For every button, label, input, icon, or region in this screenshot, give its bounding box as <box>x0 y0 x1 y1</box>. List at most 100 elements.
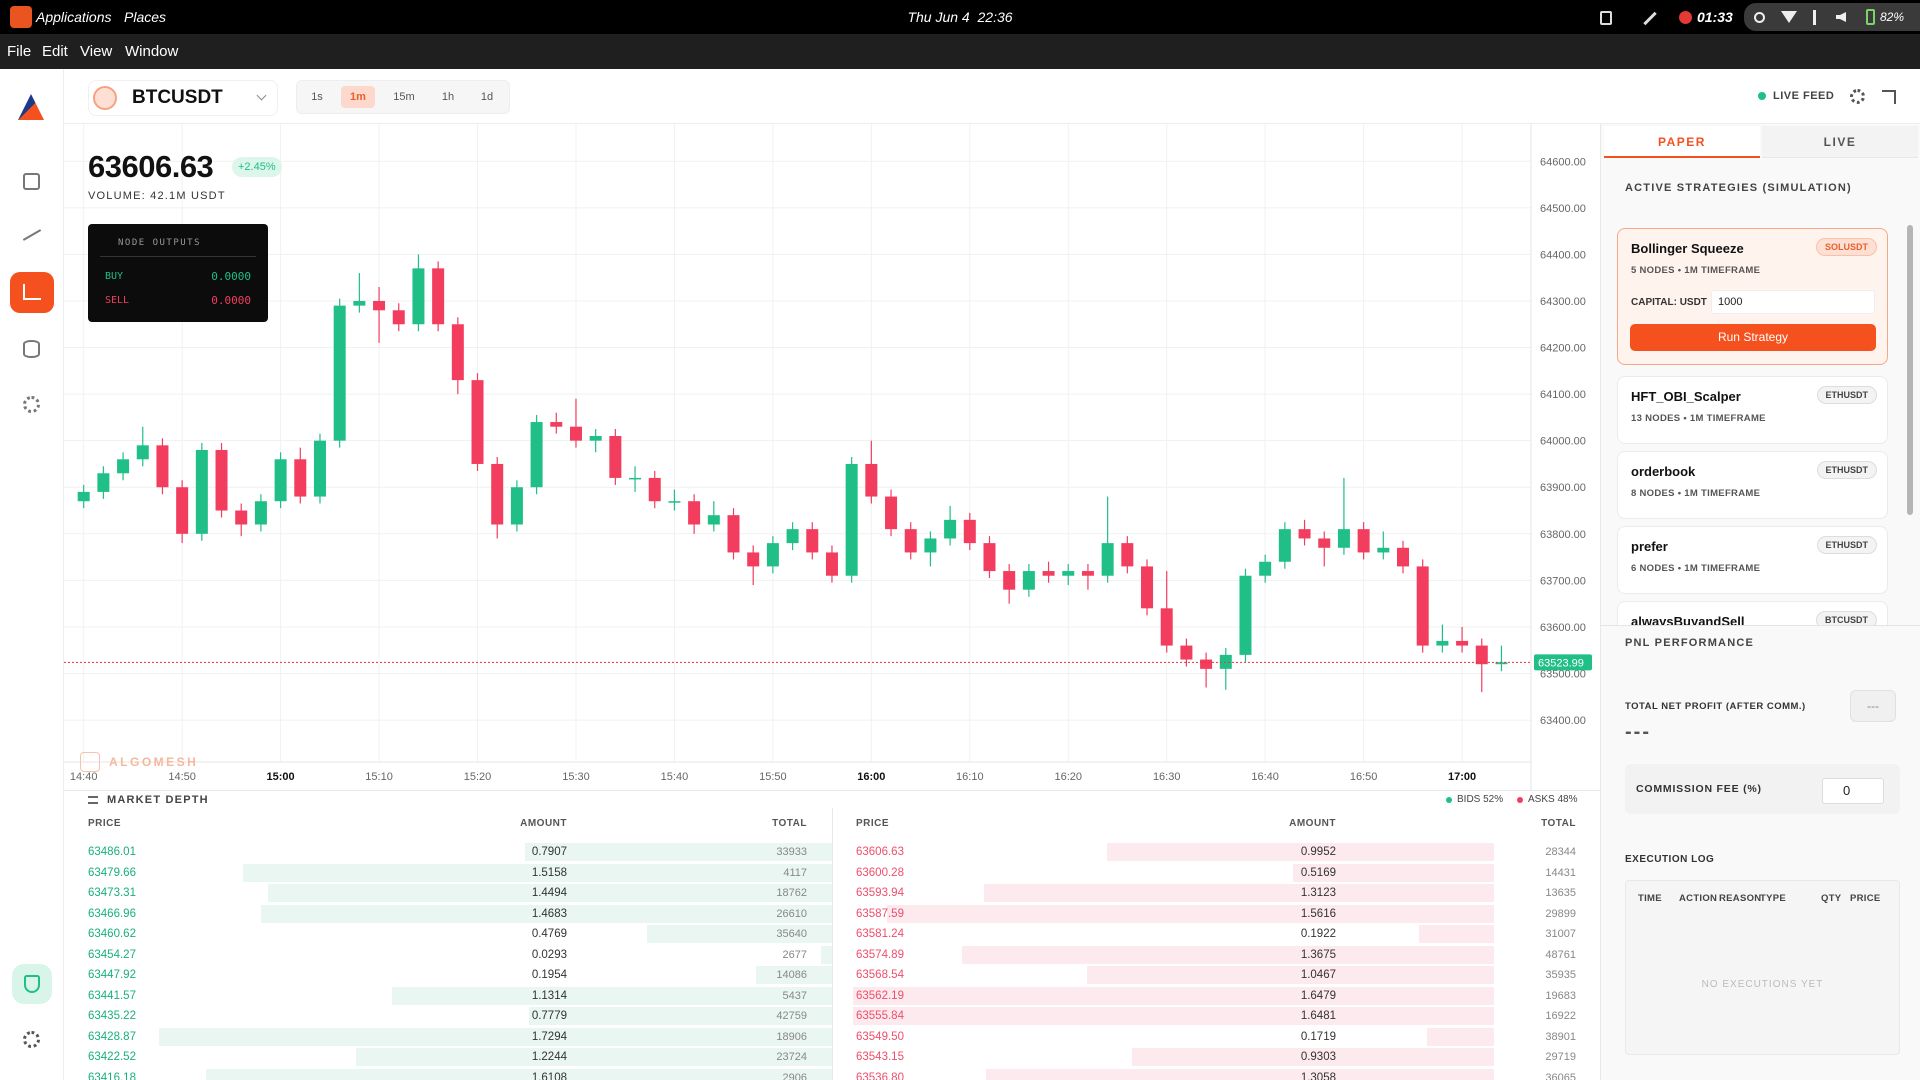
candle-body <box>1003 571 1016 590</box>
dashboard-icon[interactable] <box>23 173 40 190</box>
os-logo[interactable] <box>10 6 32 28</box>
record-dot <box>1679 11 1692 24</box>
depth-total: 2906 <box>782 1071 807 1080</box>
depth-icon <box>88 796 98 804</box>
depth-bar <box>983 884 1494 902</box>
candle-body <box>373 300 386 311</box>
capital-input[interactable]: 1000 <box>1711 290 1875 314</box>
candle-body <box>491 463 504 525</box>
volume-icon <box>1836 12 1846 22</box>
depth-total: 16922 <box>1545 1010 1576 1022</box>
settings-icon[interactable] <box>23 396 40 413</box>
settings-button[interactable] <box>1850 89 1865 104</box>
timeframe-button[interactable]: 1d <box>480 91 494 103</box>
depth-bar <box>242 863 832 882</box>
x-tick-label: 15:20 <box>464 771 492 783</box>
depth-price: 63466.96 <box>88 907 136 920</box>
depth-bar <box>886 904 1494 923</box>
settings-icon-bottom[interactable] <box>23 1031 40 1048</box>
x-tick-label: 16:00 <box>857 771 885 783</box>
depth-total: 23724 <box>776 1051 807 1063</box>
symbol-picker[interactable] <box>88 80 278 116</box>
expand-button[interactable] <box>1882 90 1896 104</box>
run-button[interactable]: Run Strategy <box>1630 324 1876 351</box>
depth-bar <box>853 1007 1494 1025</box>
sell-value: 0.0000 <box>211 294 251 307</box>
depth-amount: 1.5158 <box>531 866 567 879</box>
scrollbar-thumb[interactable] <box>1907 225 1913 515</box>
depth-bar <box>986 1068 1494 1080</box>
x-tick-label: 15:10 <box>365 771 393 783</box>
menu-item[interactable]: Window <box>125 43 179 60</box>
capital-label: CAPITAL: USDT <box>1631 297 1707 308</box>
depth-bar <box>1106 843 1494 861</box>
depth-amount: 0.1954 <box>531 969 567 981</box>
depth-amount: 1.2244 <box>531 1051 567 1063</box>
x-tick-label: 14:50 <box>168 771 196 783</box>
os-applications[interactable]: Applications <box>36 9 112 25</box>
depth-total: 38901 <box>1545 1030 1576 1043</box>
depth-bar <box>962 945 1494 964</box>
strategy-meta: 13 NODES • 1M TIMEFRAME <box>1631 413 1766 424</box>
net-profit-button[interactable]: --- <box>1850 690 1896 722</box>
depth-amount: 0.0293 <box>531 948 567 961</box>
candle-body <box>254 501 267 525</box>
y-tick-label: 64400.00 <box>1540 249 1586 261</box>
candle-body <box>432 268 445 325</box>
timeframe-button[interactable]: 1s <box>311 91 323 103</box>
os-places[interactable]: Places <box>124 9 167 25</box>
price-change: +2.45% <box>232 157 282 177</box>
node-outputs-title: NODE OUTPUTS <box>118 238 202 248</box>
depth-price: 63555.84 <box>856 1010 904 1022</box>
live-feed: LIVE FEED <box>1773 90 1835 102</box>
depth-total: 31007 <box>1545 928 1576 940</box>
depth-amount: 1.1314 <box>531 989 567 1002</box>
sidebar <box>0 69 64 1080</box>
os-clock[interactable]: Thu Jun 4 22:36 <box>907 9 1013 25</box>
depth-column: TOTAL <box>772 818 807 829</box>
depth-amount: 1.6108 <box>531 1071 567 1080</box>
x-tick-label: 16:30 <box>1153 771 1181 783</box>
status-pill[interactable] <box>1744 3 1920 31</box>
commission-input[interactable]: 0 <box>1822 778 1884 804</box>
menu-item[interactable]: File <box>7 43 32 60</box>
candle-body <box>609 436 622 478</box>
depth-bar <box>529 1007 832 1025</box>
timeframe-button[interactable]: 15m <box>393 91 415 103</box>
candle-body <box>1121 543 1134 567</box>
depth-total: 36065 <box>1545 1071 1576 1080</box>
candle-body <box>885 496 898 530</box>
depth-bar <box>853 986 1494 1005</box>
menu-item[interactable]: Edit <box>42 43 68 60</box>
os-timer: 01:33 <box>1697 9 1733 25</box>
x-tick-label: 15:00 <box>267 771 295 783</box>
depth-column: PRICE <box>88 818 122 829</box>
candle-body <box>1180 645 1193 660</box>
candle-body <box>1475 645 1488 665</box>
chart-nav-active[interactable] <box>10 272 54 313</box>
candle-body <box>1200 659 1213 669</box>
watermark-icon <box>80 752 100 772</box>
log-column: REASON <box>1719 893 1762 904</box>
watermark: ALGOMESH <box>109 755 199 769</box>
database-icon[interactable] <box>23 340 40 358</box>
candle-body <box>294 459 307 497</box>
depth-bar <box>268 884 832 902</box>
candle-body <box>412 268 425 325</box>
x-tick-label: 16:40 <box>1251 771 1279 783</box>
depth-column: TOTAL <box>1541 818 1576 829</box>
clipboard-icon[interactable] <box>1600 11 1612 25</box>
sell-label: SELL <box>105 295 130 306</box>
timeframe-button[interactable]: 1m <box>341 86 375 108</box>
strategy-symbol: BTCUSDT <box>1816 611 1877 625</box>
timeframe-button[interactable]: 1h <box>441 91 455 103</box>
panel-tab[interactable]: LIVE <box>1762 126 1918 158</box>
depth-divider <box>832 808 833 1080</box>
panel-tab[interactable]: PAPER <box>1604 126 1760 158</box>
menu-item[interactable]: View <box>80 43 113 60</box>
log-column: PRICE <box>1850 893 1881 904</box>
depth-price: 63543.15 <box>856 1051 904 1063</box>
depth-bar <box>820 945 832 964</box>
depth-bar <box>392 986 832 1005</box>
